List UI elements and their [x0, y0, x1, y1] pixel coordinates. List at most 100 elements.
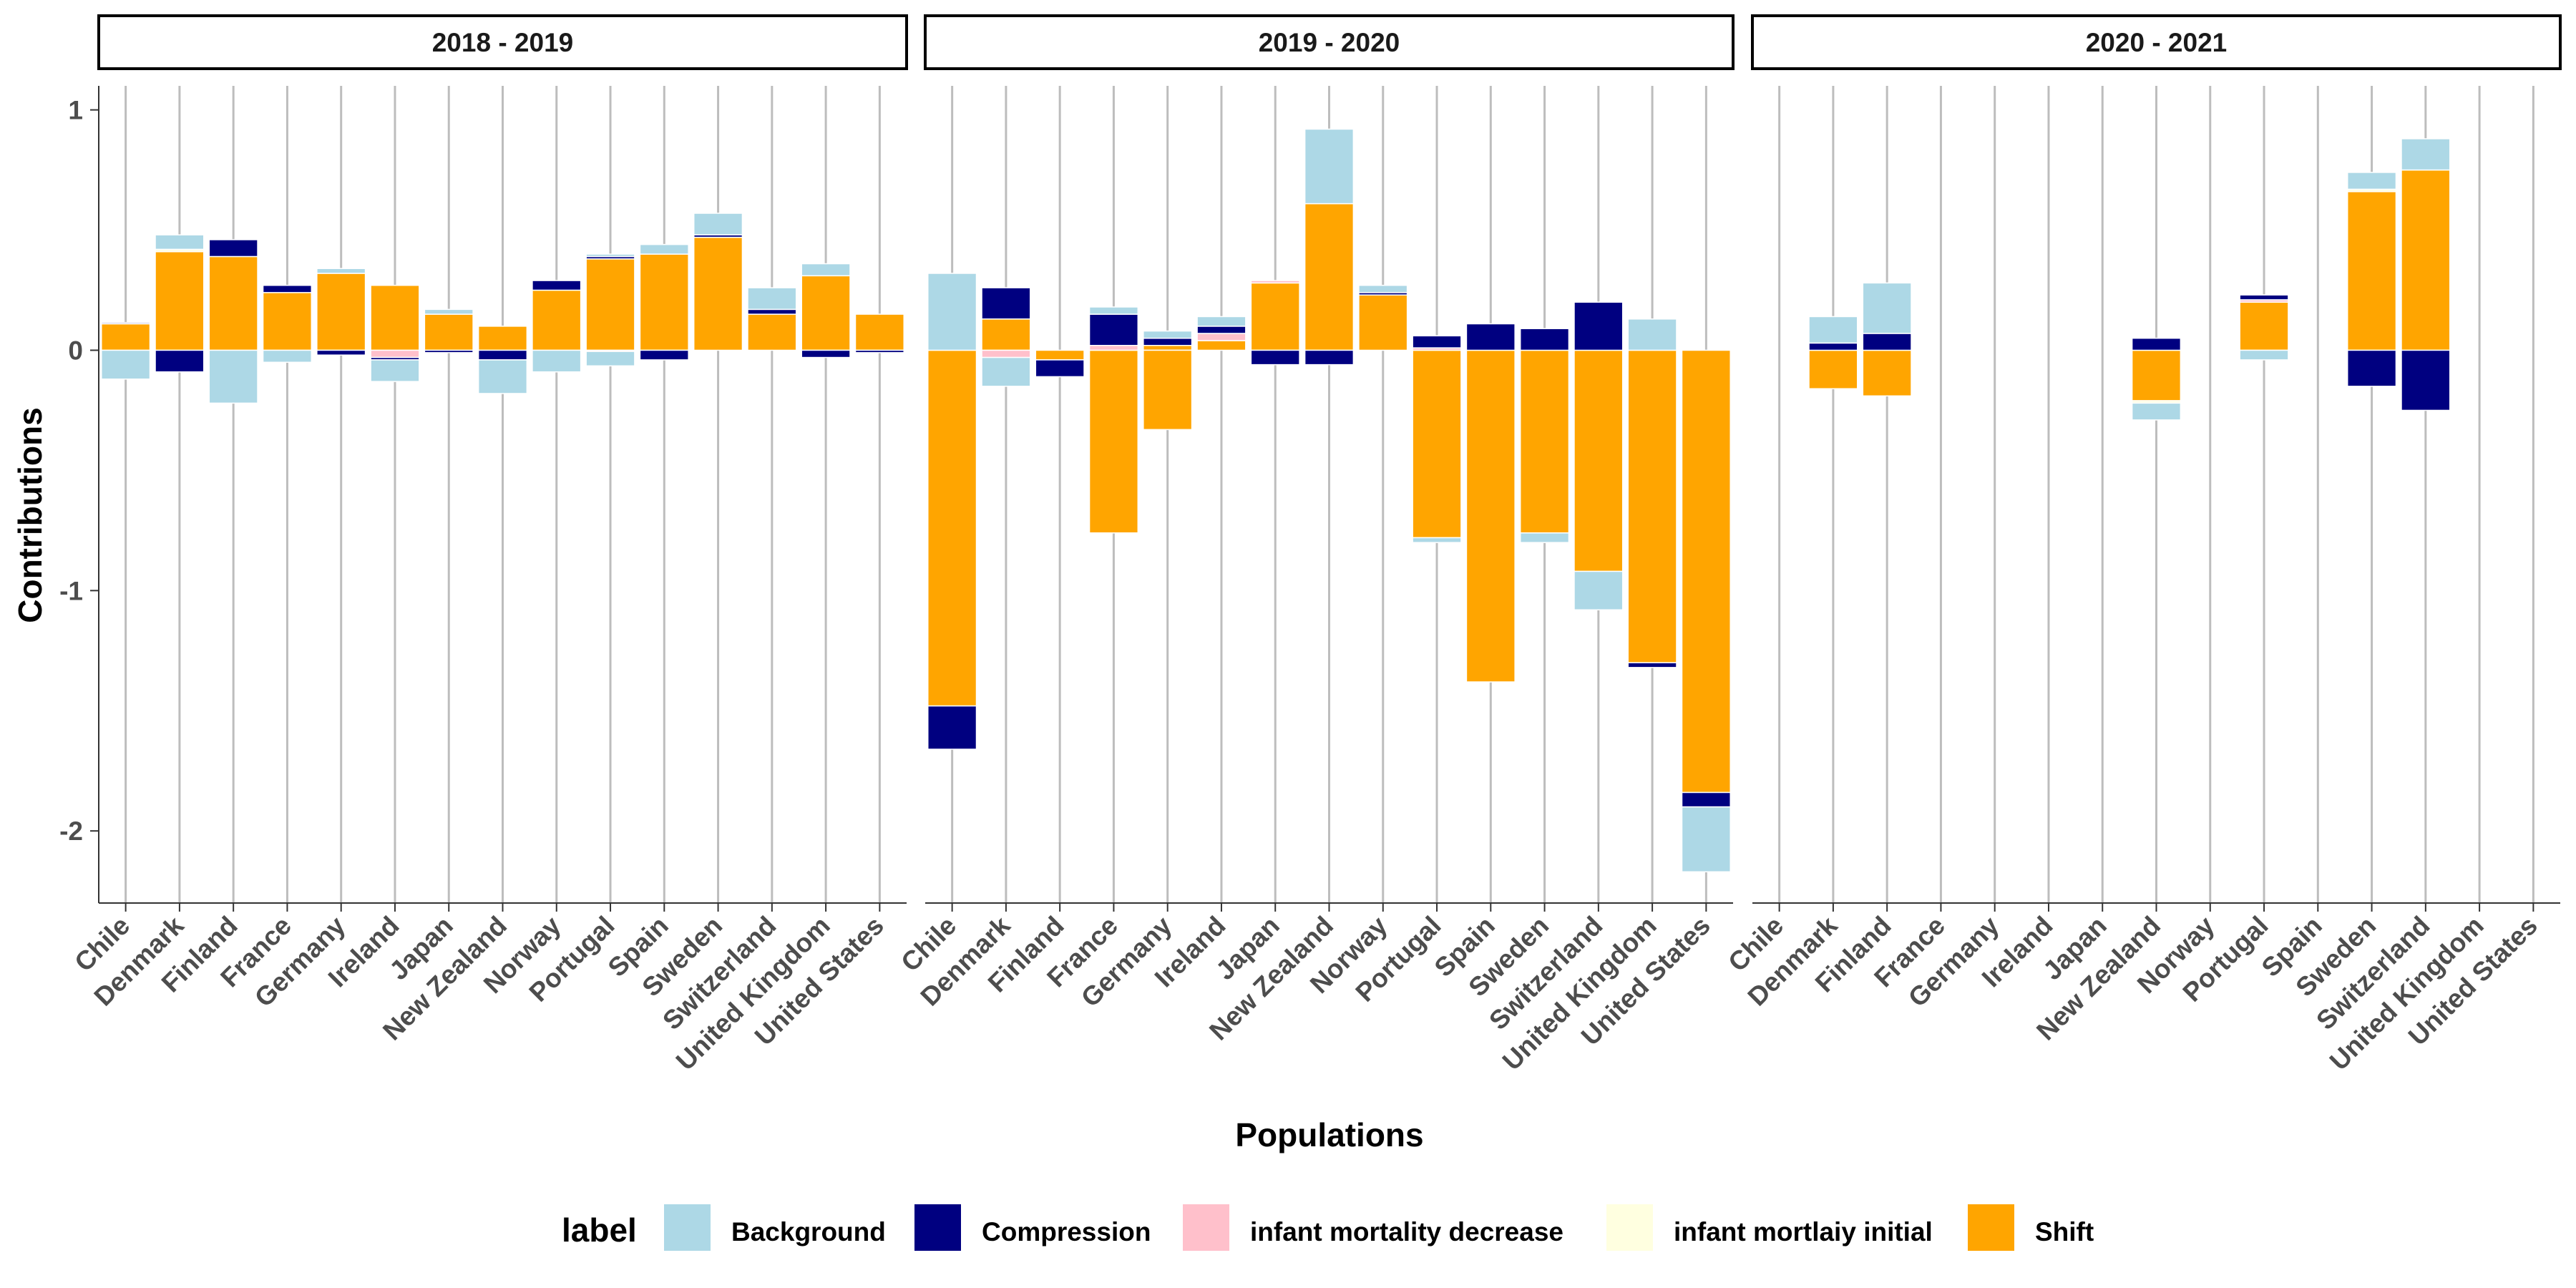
bar-segment-spain-background	[639, 243, 689, 255]
facet-strip	[924, 14, 1735, 70]
bar-segment-germany-background	[316, 268, 366, 274]
bar-segment-finland-compression	[1862, 333, 1912, 351]
y-axis: 1 0 -1 -2	[59, 86, 99, 903]
bar-segment-united-states-background	[1681, 806, 1731, 873]
facet-strip-title: 2020 - 2021	[2086, 28, 2228, 57]
facet-strip	[1751, 14, 2562, 70]
bar-segment-united-kingdom-background	[801, 263, 851, 277]
bar-segment-denmark-compression	[981, 287, 1031, 320]
bar-segment-chile-compression	[101, 322, 151, 325]
legend-item-shift: Shift	[1968, 1204, 2094, 1251]
bar-segment-ireland-infant-mortality-decrease	[370, 349, 420, 358]
bar-segment-united-kingdom-compression	[1627, 662, 1677, 668]
bar-segment-sweden-shift	[693, 236, 743, 351]
y-tick-label: 1	[68, 96, 83, 125]
bar-segment-portugal-compression	[2239, 294, 2289, 301]
bar-segment-new-zealand-background	[2131, 402, 2182, 421]
bar-segment-norway-compression	[532, 280, 582, 291]
bar-segment-finland-shift	[1035, 349, 1085, 361]
bar-segment-france-compression	[262, 285, 313, 293]
bar-segment-chile-shift	[101, 323, 151, 351]
bar-segment-switzerland-background	[2401, 138, 2451, 171]
chart-panels: 2018 - 2019ChileDenmarkFinlandFranceGerm…	[69, 14, 2562, 1076]
legend-key	[1968, 1204, 2014, 1251]
bar-segment-united-kingdom-shift	[1627, 349, 1677, 663]
legend-label: Background	[731, 1217, 886, 1246]
legend-label: Compression	[982, 1217, 1151, 1246]
bar-segment-united-kingdom-shift	[801, 275, 851, 351]
panel-2018-2019: 2018 - 2019ChileDenmarkFinlandFranceGerm…	[69, 14, 908, 1076]
bar-segment-switzerland-shift	[2401, 169, 2451, 351]
bar-segment-new-zealand-compression	[1304, 349, 1355, 366]
bar-segment-france-shift	[262, 292, 313, 351]
bar-segment-united-states-shift	[854, 313, 904, 351]
bar-segment-sweden-background	[693, 213, 743, 235]
bar-segment-france-shift	[1088, 349, 1139, 534]
bar-segment-germany-background	[1143, 330, 1193, 339]
bar-segment-new-zealand-shift	[477, 326, 528, 351]
bar-segment-portugal-shift	[585, 258, 635, 351]
bar-segment-spain-compression	[1465, 323, 1516, 351]
bar-segment-denmark-shift	[981, 318, 1031, 351]
facet-strip-title: 2019 - 2020	[1259, 28, 1400, 57]
bar-segment-denmark-shift	[155, 251, 205, 351]
bar-segment-switzerland-background	[747, 287, 797, 311]
bar-segment-japan-compression	[1250, 349, 1300, 366]
bar-segment-switzerland-shift	[747, 313, 797, 351]
bar-segment-sweden-background	[2346, 172, 2397, 190]
bar-segment-denmark-background	[1808, 316, 1858, 344]
bar-segment-denmark-background	[981, 356, 1031, 387]
bar-segment-new-zealand-compression	[2131, 337, 2182, 351]
bar-segment-japan-background	[424, 308, 474, 315]
bar-segment-germany-shift	[1143, 349, 1193, 431]
legend-key	[664, 1204, 711, 1251]
bar-segment-denmark-compression	[155, 349, 205, 373]
bar-segment-switzerland-compression	[2401, 349, 2451, 411]
bar-segment-united-kingdom-background	[1627, 318, 1677, 351]
bar-segment-germany-shift	[316, 273, 366, 351]
bar-segment-sweden-compression	[1519, 328, 1570, 351]
bar-segment-spain-compression	[639, 349, 689, 361]
legend: label Background Compression infant mortal…	[562, 1204, 2094, 1251]
bar-segment-united-states-compression	[1681, 791, 1731, 808]
bar-segment-spain-shift	[639, 253, 689, 351]
bar-segment-portugal-background	[2239, 349, 2289, 361]
bar-segment-chile-background	[927, 273, 977, 351]
bar-segment-norway-background	[532, 349, 582, 373]
legend-key	[1606, 1204, 1653, 1251]
bar-segment-finland-compression	[1035, 359, 1085, 378]
bar-segment-denmark-compression	[1808, 342, 1858, 351]
bar-segment-ireland-shift	[370, 285, 420, 351]
bar-segment-new-zealand-background	[1304, 128, 1355, 205]
bar-segment-finland-background	[1862, 282, 1912, 334]
facet-strip-title: 2018 - 2019	[432, 28, 574, 57]
bar-segment-new-zealand-shift	[2131, 349, 2182, 401]
bar-segment-switzerland-compression	[747, 308, 797, 315]
legend-item-background: Background	[664, 1204, 886, 1251]
bar-segment-portugal-background	[1412, 537, 1462, 543]
x-axis-title: Populations	[1235, 1116, 1423, 1153]
bar-segment-sweden-shift	[2346, 191, 2397, 351]
bar-segment-sweden-compression	[2346, 349, 2397, 387]
bar-segment-finland-shift	[1862, 349, 1912, 397]
bar-segment-norway-shift	[532, 289, 582, 351]
bar-segment-france-compression	[1088, 313, 1139, 346]
bar-segment-sweden-background	[1519, 532, 1570, 543]
bar-segment-finland-compression	[208, 239, 258, 258]
y-tick-label: -2	[59, 816, 83, 846]
legend-key	[1183, 1204, 1229, 1251]
bar-segment-united-kingdom-compression	[801, 349, 851, 358]
bar-segment-portugal-background	[585, 253, 635, 258]
y-tick-label: 0	[68, 336, 83, 365]
bar-segment-germany-compression	[1143, 337, 1193, 346]
bar-segment-chile-background	[101, 349, 151, 380]
legend-title: label	[562, 1211, 637, 1249]
panel-2020-2021: 2020 - 2021ChileDenmarkFinlandFranceGerm…	[1722, 14, 2562, 1076]
legend-label: infant mortality decrease	[1250, 1217, 1563, 1246]
bar-segment-new-zealand-compression	[477, 349, 528, 361]
bar-segment-japan-shift	[424, 313, 474, 351]
bar-segment-new-zealand-shift	[1304, 203, 1355, 351]
bar-segment-germany-compression	[316, 349, 366, 356]
panel-2019-2020: 2019 - 2020ChileDenmarkFinlandFranceGerm…	[895, 14, 1735, 1076]
bar-segment-sweden-shift	[1519, 349, 1570, 534]
